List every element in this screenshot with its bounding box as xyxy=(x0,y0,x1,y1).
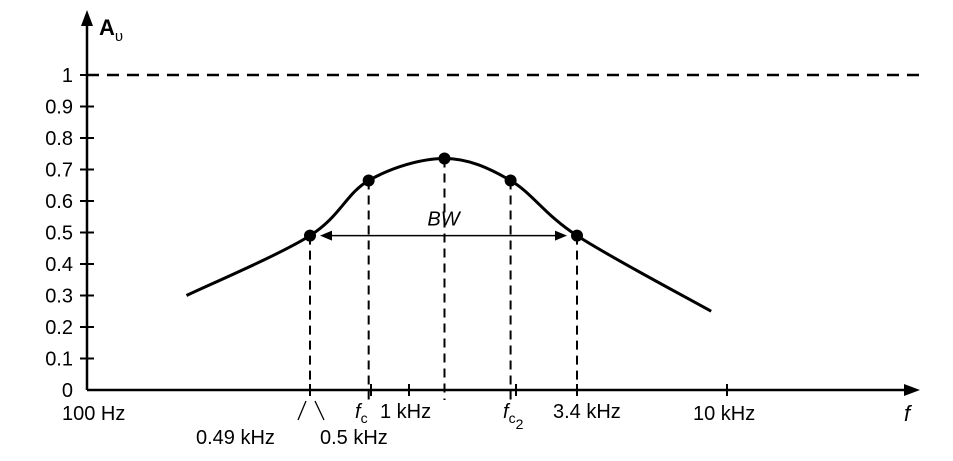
data-point xyxy=(504,174,517,187)
y-axis-arrow xyxy=(81,10,93,26)
y-tick-label: 0.7 xyxy=(45,160,73,182)
y-axis-label: Aυ xyxy=(99,15,123,45)
bandwidth-arrow-right xyxy=(555,230,567,241)
y-tick-label: 0 xyxy=(62,380,73,402)
x-tick-label-34khz: 3.4 kHz xyxy=(553,401,621,423)
x-tick-label-1khz: 1 kHz xyxy=(380,401,431,423)
x-tick-label-05khz: 0.5 kHz xyxy=(320,427,388,449)
bandwidth-arrow-left xyxy=(320,230,332,241)
x-tick-label-049khz: 0.49 kHz xyxy=(196,427,275,449)
y-tick-label: 0.1 xyxy=(45,349,73,371)
drop-lines xyxy=(309,158,578,400)
x-tick-label-10khz: 10 kHz xyxy=(693,403,755,425)
y-tick-label: 0.8 xyxy=(45,128,73,150)
data-point xyxy=(571,229,583,242)
x-axis-arrow xyxy=(904,384,920,396)
x-tick-label-100hz: 100 Hz xyxy=(62,403,125,425)
leader-line-049 xyxy=(297,400,307,421)
y-ticks: 0 0.1 0.2 0.3 0.4 0.5 0.6 0.7 0.8 0.9 1 xyxy=(45,65,94,402)
data-point xyxy=(362,174,375,187)
bandwidth-label: BW xyxy=(427,209,461,231)
y-tick-label: 0.9 xyxy=(45,97,73,119)
data-point xyxy=(304,229,316,242)
x-tick-label-fc2: fc2 xyxy=(503,401,524,432)
marked-points xyxy=(304,152,583,242)
response-curve-group xyxy=(185,156,712,313)
leader-line-05 xyxy=(314,400,325,421)
y-tick-label: 1 xyxy=(62,65,73,87)
y-tick-label: 0.2 xyxy=(45,317,73,339)
data-point xyxy=(438,152,451,165)
x-axis-label: f xyxy=(904,401,913,426)
response-curve xyxy=(185,156,712,313)
y-tick-label: 0.3 xyxy=(45,286,73,308)
y-tick-label: 0.5 xyxy=(45,223,73,245)
y-tick-label: 0.4 xyxy=(45,254,73,276)
y-tick-label: 0.6 xyxy=(45,191,73,213)
x-tick-label-fc1: fc xyxy=(355,401,368,426)
bandwidth-group: BW xyxy=(320,209,567,241)
